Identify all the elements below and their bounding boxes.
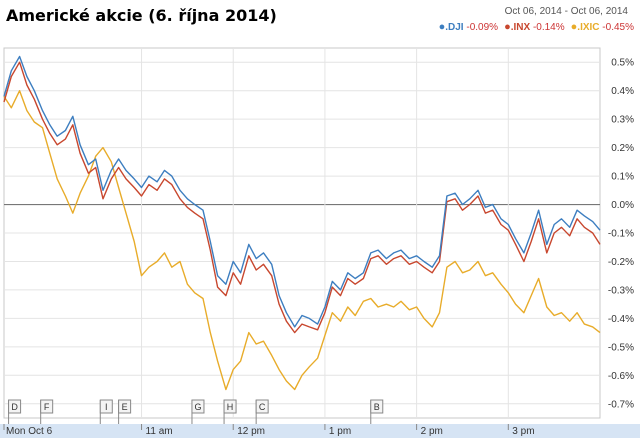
y-tick-label: -0.3% <box>608 285 634 296</box>
x-tick-label: 12 pm <box>237 426 265 437</box>
news-flag-label: B <box>374 402 380 412</box>
news-flag-box <box>8 399 22 414</box>
x-axis-band <box>0 424 640 438</box>
news-flag-box <box>118 399 132 414</box>
y-tick-label: -0.5% <box>608 342 634 353</box>
y-tick-label: 0.1% <box>611 172 634 183</box>
y-tick-label: -0.7% <box>608 399 634 410</box>
y-tick-label: -0.1% <box>608 229 634 240</box>
series-layer <box>3 55 601 391</box>
news-flag-box <box>255 399 269 414</box>
legend-dot-icon: ● <box>504 21 511 33</box>
y-tick-label: -0.2% <box>608 257 634 268</box>
grid <box>0 47 640 438</box>
y-tick-label: -0.4% <box>608 314 634 325</box>
legend-dot-icon: ● <box>570 21 578 33</box>
y-tick-label: -0.6% <box>608 371 634 382</box>
legend-symbol: .INX <box>510 22 531 33</box>
chart-title: Americké akcie (6. října 2014) <box>6 6 277 25</box>
x-tick-label: 1 pm <box>329 426 351 437</box>
date-range: Oct 06, 2014 - Oct 06, 2014 <box>504 6 628 17</box>
news-flag-box <box>99 399 113 414</box>
legend-item-dji[interactable]: ●.DJI -0.09% <box>438 21 499 33</box>
legend-dot-icon: ● <box>438 21 446 33</box>
x-tick-label: Mon Oct 6 <box>6 426 53 437</box>
news-flag-box <box>191 399 205 414</box>
legend-symbol: .DJI <box>445 22 464 33</box>
series-line-ixic <box>3 90 601 391</box>
news-flag-label: H <box>227 402 234 412</box>
legend-change: -0.14% <box>530 22 565 33</box>
axes: 0.5% 0.4% 0.3% 0.2% 0.1% 0.0% -0.1% -0.2% -0.3% -… <box>3 58 634 437</box>
news-flag-box <box>40 399 54 414</box>
y-tick-label: 0.3% <box>611 115 634 126</box>
news-flag-label: D <box>11 402 18 412</box>
legend-item-inx[interactable]: ●.INX -0.14% <box>504 21 565 33</box>
y-tick-label: 0.4% <box>611 86 634 97</box>
x-tick-label: 2 pm <box>421 426 443 437</box>
news-flag-label: C <box>259 402 266 412</box>
y-tick-label: 0.2% <box>611 143 634 154</box>
legend-symbol: .IXIC <box>577 22 600 33</box>
legend-item-ixic[interactable]: ●.IXIC -0.45% <box>570 21 634 33</box>
x-tick-label: 11 am <box>146 426 173 437</box>
news-flag-box <box>223 399 237 414</box>
series-line-dji <box>3 55 601 328</box>
legend-change: -0.09% <box>463 22 499 33</box>
legend-change: -0.45% <box>599 22 634 33</box>
news-flag-label: E <box>122 402 128 412</box>
series-line-inx <box>3 61 601 334</box>
news-flag-label: G <box>194 402 201 412</box>
x-tick-label: 3 pm <box>512 426 534 437</box>
news-flag-label: F <box>44 402 50 412</box>
news-flag-box <box>370 399 384 414</box>
y-tick-label: 0.5% <box>611 58 634 69</box>
news-flag-label: I <box>105 402 108 412</box>
y-tick-label: 0.0% <box>611 200 634 211</box>
legend: ●.DJI -0.09% ●.INX -0.14% ●.IXIC -0.45% <box>433 21 634 33</box>
